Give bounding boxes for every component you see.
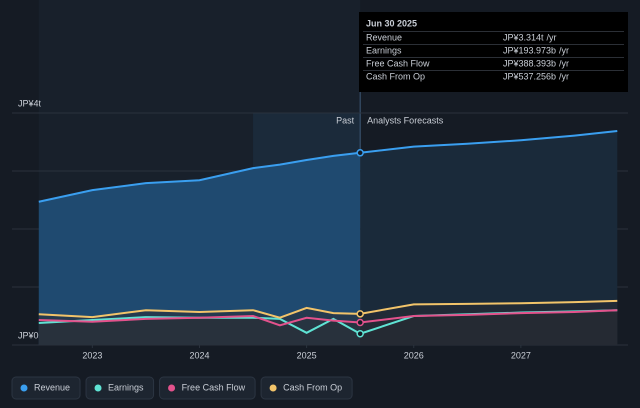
legend-item[interactable]: Cash From Op xyxy=(260,376,353,400)
tooltip-box xyxy=(359,12,628,92)
area-past xyxy=(38,152,361,345)
areas xyxy=(38,130,618,345)
legend-label[interactable]: Free Cash Flow xyxy=(182,382,246,392)
x-tick-label: 2024 xyxy=(189,350,209,360)
tooltip-label: Earnings xyxy=(366,45,402,55)
tooltip-unit: /yr xyxy=(559,71,569,81)
series-line xyxy=(38,299,618,319)
legend-box[interactable] xyxy=(260,376,353,400)
legend-box[interactable] xyxy=(159,376,256,400)
legend-swatch[interactable] xyxy=(168,384,176,392)
tooltip-unit: /yr xyxy=(559,45,569,55)
tooltip: Jun 30 2025 Revenue JP¥3.314t/yr Earnings J… xyxy=(359,12,628,92)
legend: Revenue Earnings Free Cash Flow Cash From O… xyxy=(11,376,353,400)
point-marker xyxy=(356,329,364,338)
series-line xyxy=(38,129,618,203)
legend-label[interactable]: Cash From Op xyxy=(283,382,342,392)
point-marker xyxy=(356,318,364,327)
legend-swatch[interactable] xyxy=(20,384,28,392)
legend-item[interactable]: Earnings xyxy=(85,376,155,400)
legend-box[interactable] xyxy=(85,376,155,400)
legend-item[interactable]: Revenue xyxy=(11,376,81,400)
area-forecast xyxy=(360,130,618,345)
area-past xyxy=(38,307,361,345)
series-line xyxy=(38,309,618,327)
x-tick-label: 2026 xyxy=(404,350,424,360)
tooltip-label: Revenue xyxy=(366,32,402,42)
lines xyxy=(38,129,618,338)
tooltip-value: JP¥388.393b xyxy=(503,58,556,68)
past-label: Past xyxy=(336,115,355,125)
tooltip-unit: /yr xyxy=(547,32,557,42)
x-tick-label: 2025 xyxy=(297,350,317,360)
legend-item[interactable]: Free Cash Flow xyxy=(159,376,256,400)
tooltip-label: Cash From Op xyxy=(366,71,425,81)
legend-label[interactable]: Revenue xyxy=(34,382,70,392)
legend-swatch[interactable] xyxy=(94,384,102,392)
tooltip-value: JP¥193.973b xyxy=(503,45,556,55)
tooltip-label: Free Cash Flow xyxy=(366,58,430,68)
legend-box[interactable] xyxy=(11,376,81,400)
tooltip-title: Jun 30 2025 xyxy=(366,18,417,28)
x-tick-label: 2023 xyxy=(82,350,102,360)
point-marker xyxy=(356,310,364,318)
y-tick-label: JP¥4t xyxy=(18,98,42,108)
point-marker xyxy=(356,149,364,157)
legend-swatch[interactable] xyxy=(269,384,277,392)
tooltip-unit: /yr xyxy=(559,58,569,68)
y-tick-label: JP¥0 xyxy=(18,330,39,340)
labels: Past Analysts Forecasts xyxy=(336,115,444,125)
x-tick-label: 2027 xyxy=(511,350,531,360)
tooltip-value: JP¥3.314t xyxy=(503,32,544,42)
forecast-label: Analysts Forecasts xyxy=(367,115,444,125)
legend-label[interactable]: Earnings xyxy=(108,382,144,392)
tooltip-value: JP¥537.256b xyxy=(503,71,556,81)
